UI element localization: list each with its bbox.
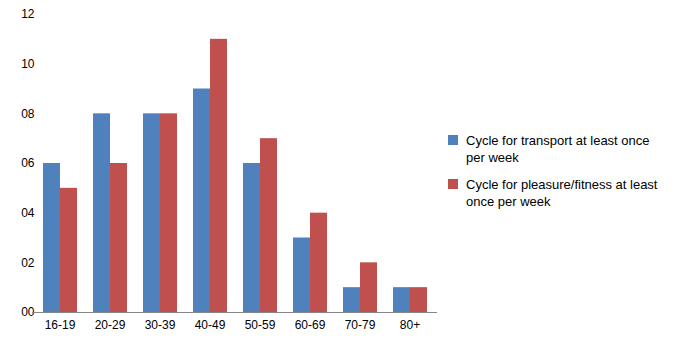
svg-text:02: 02 — [21, 256, 35, 270]
svg-text:70-79: 70-79 — [345, 318, 376, 332]
svg-text:04: 04 — [21, 206, 35, 220]
svg-text:80+: 80+ — [400, 318, 420, 332]
svg-text:20-29: 20-29 — [95, 318, 126, 332]
svg-text:06: 06 — [21, 156, 35, 170]
svg-text:00: 00 — [21, 305, 35, 320]
svg-text:10: 10 — [21, 57, 35, 71]
svg-text:08: 08 — [21, 107, 35, 121]
svg-text:12: 12 — [21, 7, 35, 21]
svg-text:50-59: 50-59 — [245, 318, 276, 332]
svg-text:16-19: 16-19 — [45, 318, 76, 332]
html-text:Cycle for transport at least o: Cycle for transport at least once per we… — [466, 133, 650, 165]
svg-text:30-39: 30-39 — [145, 318, 176, 332]
html-text:Cycle for pleasure/fitness at: Cycle for pleasure/fitness at least once… — [466, 177, 658, 209]
svg-text:40-49: 40-49 — [195, 318, 226, 332]
svg-text:60-69: 60-69 — [295, 318, 326, 332]
